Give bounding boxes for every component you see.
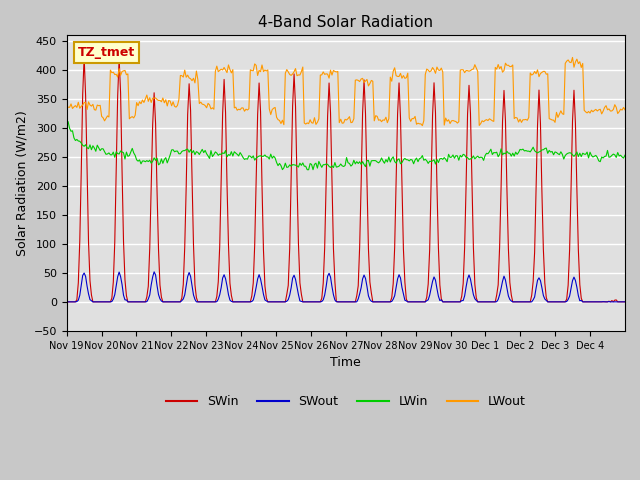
X-axis label: Time: Time xyxy=(330,356,361,369)
Legend: SWin, SWout, LWin, LWout: SWin, SWout, LWin, LWout xyxy=(161,390,531,413)
Y-axis label: Solar Radiation (W/m2): Solar Radiation (W/m2) xyxy=(15,110,28,256)
Title: 4-Band Solar Radiation: 4-Band Solar Radiation xyxy=(259,15,433,30)
Text: TZ_tmet: TZ_tmet xyxy=(78,46,135,59)
